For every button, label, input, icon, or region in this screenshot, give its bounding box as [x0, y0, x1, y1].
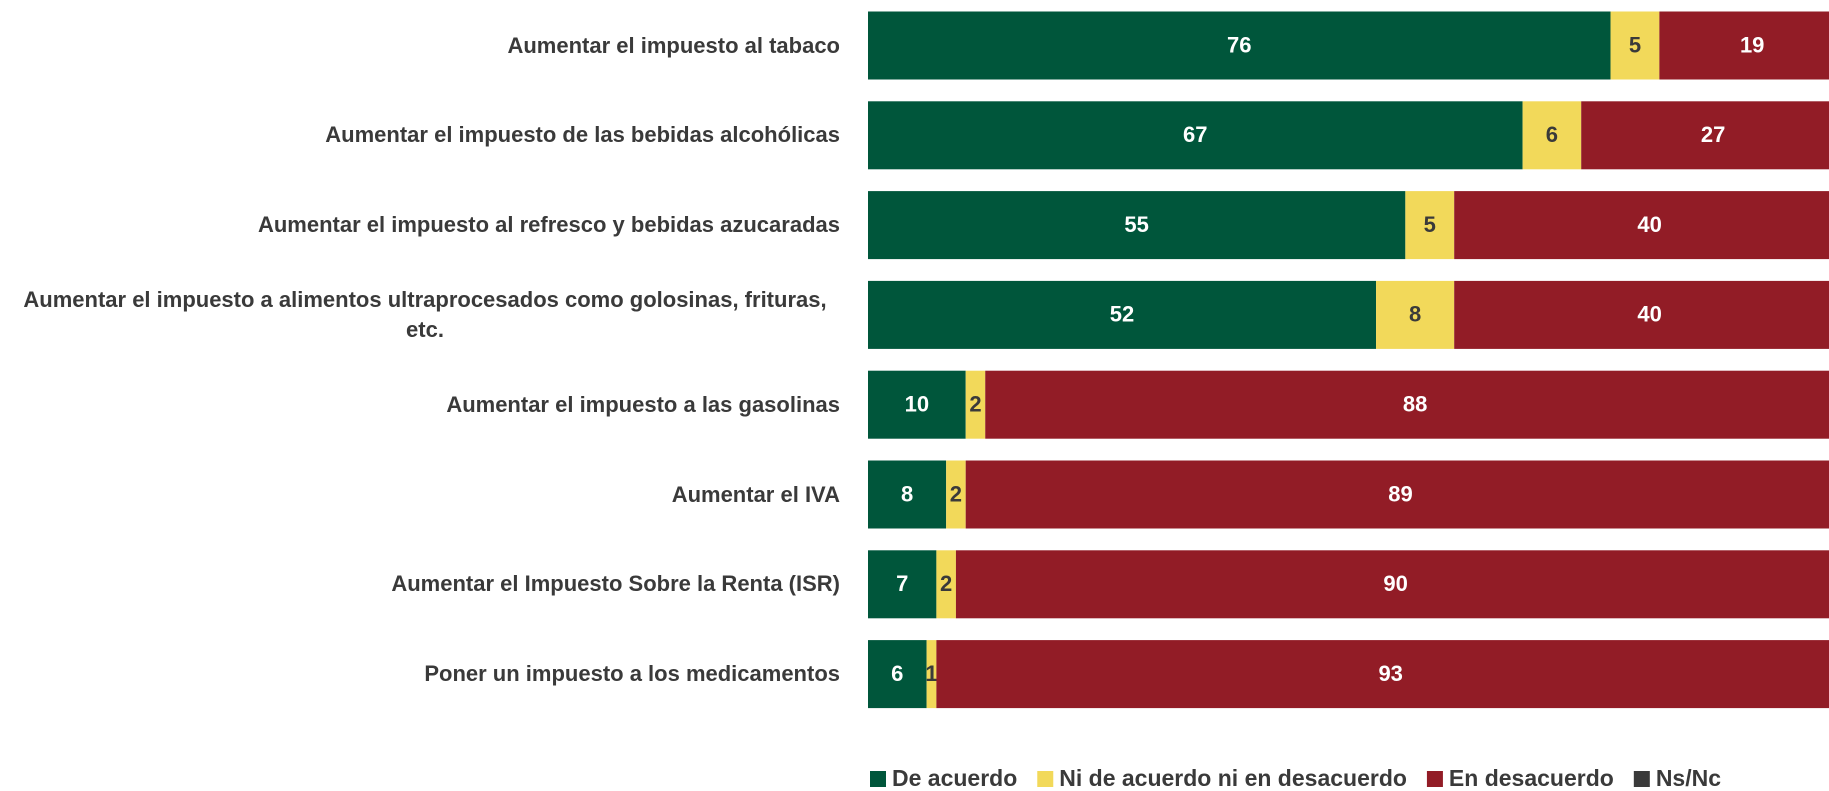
- bar-segment: [955, 550, 1829, 619]
- bar-segment: [1454, 191, 1829, 260]
- data-label: 93: [1378, 661, 1402, 686]
- bar-segment: [1581, 101, 1829, 170]
- data-label: 76: [1227, 32, 1251, 57]
- data-label: 40: [1637, 302, 1661, 327]
- data-label: 55: [1124, 212, 1148, 237]
- bar-segment: [868, 101, 1523, 170]
- data-label: 8: [1409, 302, 1421, 327]
- data-label: 27: [1701, 122, 1725, 147]
- legend-label: Ni de acuerdo ni en desacuerdo: [1059, 765, 1407, 791]
- category-label-box: Aumentar el impuesto a las gasolinas: [446, 390, 840, 420]
- bar-segment: [868, 460, 947, 529]
- bar-segment: [926, 640, 937, 709]
- bar-segment: [1522, 101, 1582, 170]
- category-label-box: Aumentar el impuesto al refresco y bebid…: [258, 210, 840, 240]
- data-label: 52: [1110, 302, 1134, 327]
- category-label: Poner un impuesto a los medicamentos: [424, 661, 840, 687]
- data-label: 2: [940, 571, 952, 596]
- bar-segment: [946, 460, 966, 529]
- data-label: 2: [950, 481, 962, 506]
- data-label: 88: [1403, 392, 1427, 417]
- category-label: Aumentar el impuesto al refresco y bebid…: [257, 212, 840, 238]
- legend-label: De acuerdo: [892, 765, 1017, 791]
- legend-label: En desacuerdo: [1449, 765, 1614, 791]
- bar-segment: [936, 550, 956, 619]
- legend-swatch: [1633, 771, 1650, 787]
- bar-segment: [1454, 280, 1829, 349]
- bar-segment: [868, 550, 937, 619]
- bar-segment: [985, 370, 1829, 439]
- category-label: Aumentar el impuesto al tabaco: [507, 32, 840, 58]
- category-label-box: Poner un impuesto a los medicamentos: [424, 659, 840, 689]
- category-label-box: Aumentar el IVA: [672, 480, 840, 510]
- data-label: 10: [905, 392, 929, 417]
- data-label: 7: [896, 571, 908, 596]
- bar-segment: [1659, 11, 1829, 80]
- data-label: 40: [1637, 212, 1661, 237]
- data-label: 5: [1629, 32, 1641, 57]
- bar-segment: [965, 460, 1829, 529]
- data-label: 90: [1383, 571, 1407, 596]
- category-label-box: Aumentar el impuesto de las bebidas alco…: [325, 120, 840, 150]
- data-label: 8: [901, 481, 913, 506]
- bar-segment: [1405, 191, 1455, 260]
- data-label: 6: [891, 661, 903, 686]
- data-label: 89: [1388, 481, 1412, 506]
- data-label: 67: [1183, 122, 1207, 147]
- category-label-box: Aumentar el impuesto al tabaco: [507, 31, 840, 61]
- category-label-box: Aumentar el Impuesto Sobre la Renta (ISR…: [391, 569, 840, 599]
- category-label-box: Aumentar el impuesto a alimentos ultrapr…: [10, 285, 840, 345]
- category-label: Aumentar el impuesto de las bebidas alco…: [325, 122, 840, 148]
- data-label: 19: [1740, 32, 1764, 57]
- category-label: Aumentar el IVA: [671, 481, 840, 507]
- legend-label: Ns/Nc: [1656, 765, 1721, 791]
- bar-segment: [1376, 280, 1455, 349]
- bar-segment: [868, 11, 1611, 80]
- data-label: 5: [1424, 212, 1436, 237]
- category-label: Aumentar el impuesto a las gasolinas: [446, 391, 840, 417]
- data-label: 2: [969, 392, 981, 417]
- bar-segment: [868, 191, 1406, 260]
- data-label: 6: [1546, 122, 1558, 147]
- category-label: Aumentar el Impuesto Sobre la Renta (ISR…: [391, 571, 840, 597]
- data-label: 1: [925, 661, 937, 686]
- bar-segment: [868, 370, 966, 439]
- bar-segment: [868, 640, 927, 709]
- bar-segment: [868, 280, 1377, 349]
- legend-swatch: [870, 771, 886, 787]
- legend-swatch: [1426, 771, 1443, 787]
- bar-segment: [965, 370, 986, 439]
- legend-swatch: [1037, 771, 1054, 787]
- bar-segment: [936, 640, 1829, 709]
- category-label: Aumentar el impuesto a alimentos ultrapr…: [23, 286, 827, 342]
- bar-segment: [1610, 11, 1660, 80]
